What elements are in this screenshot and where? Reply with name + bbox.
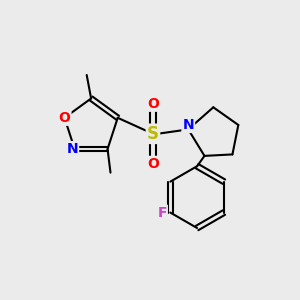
Text: N: N — [67, 142, 78, 156]
Text: O: O — [147, 97, 159, 111]
Text: O: O — [147, 157, 159, 171]
Text: F: F — [157, 206, 167, 220]
Text: O: O — [58, 111, 70, 125]
Text: N: N — [182, 118, 194, 132]
Text: S: S — [147, 125, 159, 143]
